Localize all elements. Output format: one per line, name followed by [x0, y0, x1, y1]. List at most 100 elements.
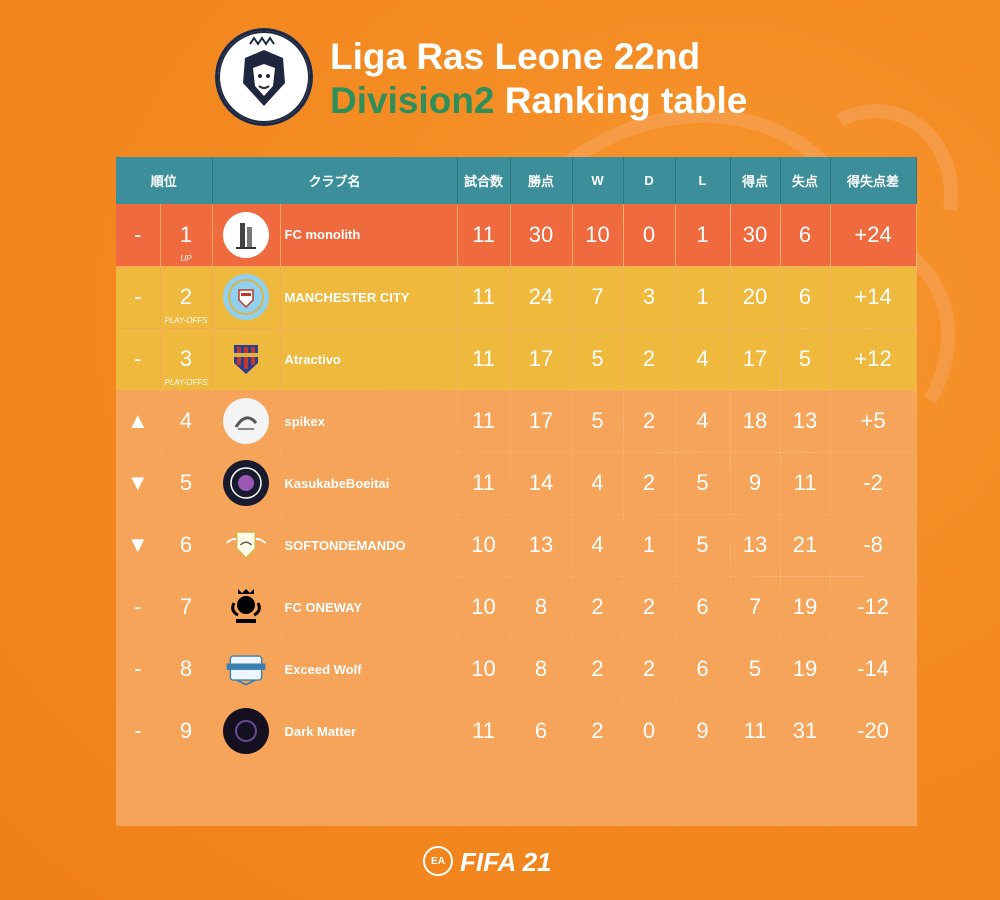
- losses: 4: [675, 328, 731, 391]
- goals-for: 9: [730, 452, 781, 515]
- played: 10: [457, 576, 511, 639]
- rank-cell: 6: [160, 514, 213, 577]
- goals-against: 19: [780, 576, 831, 639]
- rank-cell: 8: [160, 638, 213, 701]
- rank-number: 3: [179, 346, 193, 371]
- goals-against: 11: [780, 452, 831, 515]
- goals-against: 5: [780, 328, 831, 391]
- empty-cell: [160, 762, 213, 826]
- goals-for: 13: [730, 514, 781, 577]
- played: 11: [457, 266, 511, 329]
- kasukabe-crest-icon: [223, 460, 270, 506]
- goals-against: 6: [780, 204, 831, 267]
- col-rank: 順位: [116, 157, 213, 204]
- col-losses: L: [675, 157, 731, 204]
- col-played: 試合数: [457, 157, 511, 204]
- col-club: クラブ名: [212, 157, 458, 204]
- rank-number: 1: [179, 221, 193, 247]
- col-points: 勝点: [510, 157, 573, 204]
- draws: 0: [623, 700, 676, 763]
- points: 6: [510, 700, 573, 763]
- rank-note: PLAY-OFFS: [164, 377, 208, 387]
- empty-cell: [623, 762, 676, 826]
- goal-diff: +5: [830, 390, 917, 453]
- losses: 5: [675, 514, 731, 577]
- club-name: Atractivo: [280, 328, 458, 391]
- rank-note: PLAY-OFFS: [164, 315, 208, 325]
- monolith-crest-icon: [223, 211, 270, 258]
- wins: 4: [572, 452, 624, 515]
- empty-cell: [116, 762, 161, 826]
- played: 11: [457, 700, 511, 763]
- empty-cell: [730, 762, 781, 826]
- played: 11: [457, 452, 511, 515]
- movement-indicator: ▼: [116, 514, 161, 577]
- ranking-table: 順位 クラブ名 試合数 勝点 W D L 得点 失点 得失点差 - 1 UP FC…: [116, 157, 917, 826]
- losses: 1: [675, 204, 731, 267]
- losses: 6: [675, 638, 731, 701]
- draws: 2: [623, 576, 676, 639]
- col-goals-for: 得点: [730, 157, 781, 204]
- club-name: SOFTONDEMANDO: [280, 514, 458, 577]
- goals-for: 30: [730, 204, 781, 267]
- table-row: - 1 UP FC monolith 11 30 10 0 1 30 6 +24: [116, 204, 917, 267]
- title-division: Division2: [330, 80, 495, 121]
- goals-for: 20: [730, 266, 781, 329]
- empty-row: [116, 762, 917, 826]
- title-line-2: Division2 Ranking table: [330, 80, 747, 122]
- exceedwolf-crest-icon: [223, 646, 269, 692]
- goal-diff: +14: [830, 266, 917, 329]
- wins: 5: [572, 328, 624, 391]
- club-name: Exceed Wolf: [280, 638, 458, 701]
- rank-number: 2: [179, 284, 193, 309]
- club-name: Dark Matter: [280, 700, 458, 763]
- oneway-crest-icon: [223, 584, 269, 630]
- club-name: MANCHESTER CITY: [280, 266, 458, 329]
- empty-cell: [280, 762, 458, 826]
- page-header: Liga Ras Leone 22nd Division2 Ranking ta…: [215, 28, 855, 128]
- losses: 6: [675, 576, 731, 639]
- rank-number: 5: [179, 470, 193, 495]
- goals-against: 13: [780, 390, 831, 453]
- movement-indicator: -: [116, 266, 161, 329]
- rank-number: 4: [179, 408, 193, 433]
- col-goal-diff: 得失点差: [830, 157, 917, 204]
- city-crest-icon: [223, 274, 270, 320]
- points: 17: [510, 328, 573, 391]
- movement-indicator: -: [116, 700, 161, 763]
- points: 8: [510, 576, 573, 639]
- crest-cell: [212, 576, 281, 639]
- rank-number: 6: [179, 532, 193, 557]
- goal-diff: -8: [830, 514, 917, 577]
- crest-cell: [212, 700, 281, 763]
- col-draws: D: [623, 157, 676, 204]
- draws: 3: [623, 266, 676, 329]
- movement-indicator: ▲: [116, 390, 161, 453]
- table-row: ▼ 6 SOFTONDEMANDO 10 13 4 1 5 13 21 -8: [116, 514, 917, 577]
- club-name: FC ONEWAY: [280, 576, 458, 639]
- wins: 5: [572, 390, 624, 453]
- crest-cell: [212, 204, 281, 267]
- table-row: ▼ 5 KasukabeBoeitai 11 14 4 2 5 9 11 -2: [116, 452, 917, 515]
- movement-indicator: -: [116, 328, 161, 391]
- table-row: - 7 FC ONEWAY 10 8 2 2 6 7 19 -12: [116, 576, 917, 639]
- lion-logo-icon: [218, 31, 310, 123]
- empty-cell: [212, 762, 281, 826]
- title-line-1: Liga Ras Leone 22nd: [330, 36, 701, 77]
- goal-diff: -12: [830, 576, 917, 639]
- rank-number: 7: [179, 594, 193, 619]
- points: 13: [510, 514, 573, 577]
- atractivo-crest-icon: [223, 336, 269, 382]
- draws: 2: [623, 638, 676, 701]
- movement-indicator: -: [116, 204, 161, 267]
- rank-cell: 2 PLAY-OFFS: [160, 266, 213, 329]
- draws: 1: [623, 514, 676, 577]
- crest-cell: [212, 514, 281, 577]
- losses: 5: [675, 452, 731, 515]
- goal-diff: -2: [830, 452, 917, 515]
- goals-for: 17: [730, 328, 781, 391]
- played: 10: [457, 638, 511, 701]
- league-logo: [215, 28, 313, 126]
- spikex-crest-icon: [223, 398, 270, 444]
- rank-cell: 7: [160, 576, 213, 639]
